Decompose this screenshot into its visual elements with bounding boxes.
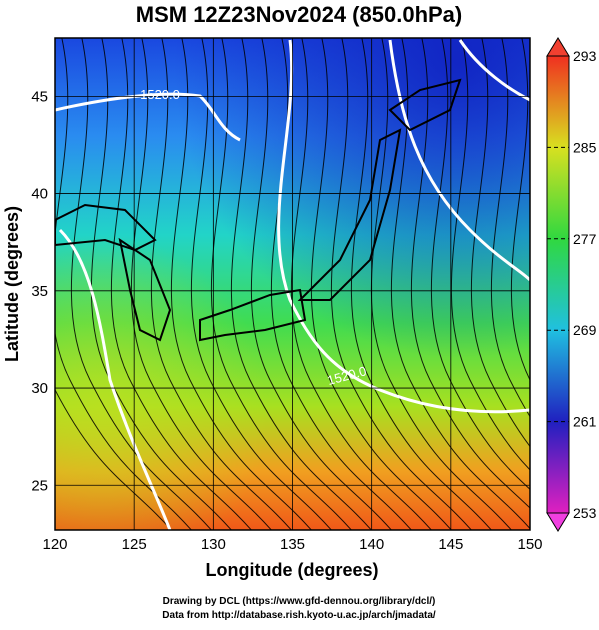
streamline (330, 38, 472, 530)
x-tick-label: 130 (201, 536, 226, 553)
streamline (490, 38, 530, 418)
streamline (190, 38, 332, 530)
streamline (450, 38, 530, 471)
x-tick-label: 150 (517, 536, 542, 553)
colorbar-tick-label: 269 (573, 322, 597, 338)
streamline (230, 38, 372, 530)
streamline (150, 38, 292, 530)
plot-frame (54, 37, 531, 531)
streamline (290, 38, 432, 530)
streamline (310, 38, 452, 530)
streamline (370, 38, 512, 530)
streamline (90, 38, 232, 530)
coastlines (55, 78, 462, 342)
x-tick-label: 140 (359, 536, 384, 553)
footer-line: Drawing by DCL (https://www.gfd-dennou.o… (163, 596, 436, 607)
colorbar-bottom-arrow (546, 512, 570, 532)
streamline (110, 38, 252, 530)
streamline (55, 388, 172, 530)
streamline (390, 38, 530, 530)
y-tick-label: 30 (31, 380, 48, 397)
colorbar-tick-label: 277 (573, 231, 597, 247)
colorbar-tick-label: 285 (573, 139, 597, 155)
y-tick-label: 45 (31, 88, 48, 105)
field (55, 38, 530, 530)
streamline (55, 38, 192, 530)
streamline (70, 38, 212, 530)
x-tick-label: 125 (122, 536, 147, 553)
streamline (470, 38, 530, 448)
x-tick-label: 120 (42, 536, 67, 553)
x-tick-label: 145 (438, 536, 463, 553)
colorbar-tick-label: 253 (573, 505, 597, 521)
x-axis-label: Longitude (degrees) (205, 560, 378, 580)
grid (54, 38, 531, 530)
colorbar-tick-label: 261 (573, 414, 597, 430)
colorbar-top-arrow (546, 37, 570, 57)
streamline (130, 38, 272, 530)
colorbar-body (546, 55, 570, 514)
y-axis-label: Latitude (degrees) (2, 206, 22, 362)
contour-label: 1520.0 (140, 87, 180, 102)
colorbar: 253 261 269 277 285 293 (546, 37, 597, 532)
x-tick-label: 135 (280, 536, 305, 553)
title: MSM 12Z23Nov2024 (850.0hPa) (136, 2, 463, 27)
streamline (170, 38, 312, 530)
colorbar-tick-label: 293 (573, 48, 597, 64)
y-tick-label: 25 (31, 477, 48, 494)
streamline (250, 38, 392, 530)
footer-line: Data from http://database.rish.kyoto-u.a… (162, 610, 436, 621)
y-tick-label: 35 (31, 283, 48, 300)
streamline (430, 38, 530, 490)
streamline (410, 38, 530, 509)
streamline (510, 38, 530, 382)
y-tick-label: 40 (31, 186, 48, 203)
